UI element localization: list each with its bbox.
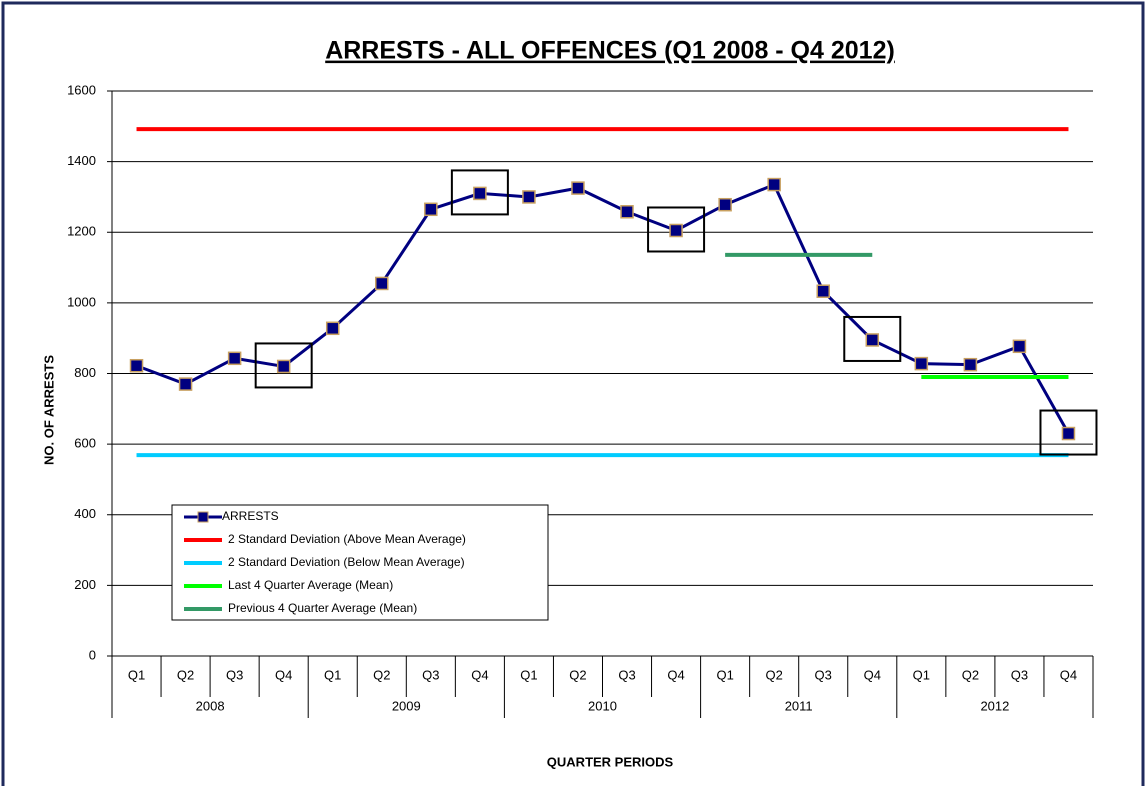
data-point [424,202,438,217]
data-point [1061,426,1076,441]
data-point [473,186,487,201]
y-tick-label: 400 [74,506,96,521]
y-tick-label: 0 [89,647,96,662]
year-label: 2011 [785,698,813,713]
legend-marker [197,511,209,523]
data-point [178,377,193,391]
year-label: 2012 [980,698,1009,713]
x-tick-label: Q1 [520,667,537,682]
x-tick-label: Q4 [667,667,684,682]
highlight-box [1039,409,1098,456]
highlight-box [254,342,313,389]
x-tick-label: Q2 [177,667,194,682]
data-point [963,357,978,372]
x-tick-label: Q2 [962,667,979,682]
legend-box [171,504,549,621]
x-tick-label: Q3 [226,667,243,682]
x-tick-label: Q3 [422,667,439,682]
data-point [375,276,389,291]
highlight-box [450,169,509,216]
highlight-box [647,206,706,253]
data-point [669,223,683,238]
legend-label: ARRESTS [222,509,279,523]
data-point [1012,339,1027,354]
x-tick-label: Q3 [1011,667,1028,682]
chart-title: ARRESTS - ALL OFFENCES (Q1 2008 - Q4 201… [325,37,895,65]
year-label: 2008 [196,698,225,713]
data-point [227,351,242,366]
data-point [718,197,732,212]
y-tick-label: 200 [74,577,96,592]
x-tick-label: Q2 [373,667,390,682]
highlight-box [843,315,902,362]
data-point [571,181,585,195]
legend-label: 2 Standard Deviation (Below Mean Average… [228,555,465,569]
data-point [865,333,880,347]
x-tick-label: Q1 [324,667,341,682]
data-point [620,205,634,219]
data-point [325,321,340,336]
y-tick-label: 1600 [67,82,96,97]
x-tick-label: Q4 [275,667,292,682]
x-tick-label: Q2 [766,667,783,682]
x-tick-label: Q2 [569,667,586,682]
data-point [767,177,781,192]
x-tick-label: Q4 [864,667,881,682]
x-tick-label: Q4 [471,667,488,682]
x-tick-label: Q1 [716,667,733,682]
data-point [129,358,144,373]
y-tick-label: 800 [74,365,96,380]
y-tick-label: 1400 [67,153,96,168]
year-label: 2010 [588,698,617,713]
x-tick-label: Q3 [815,667,832,682]
x-tick-label: Q4 [1060,667,1077,682]
data-point [816,284,830,298]
data-point [522,190,536,204]
legend-label: Previous 4 Quarter Average (Mean) [228,601,417,615]
y-tick-label: 600 [74,436,96,451]
x-tick-label: Q1 [128,667,145,682]
year-label: 2009 [392,698,421,713]
y-tick-label: 1000 [67,294,96,309]
legend-label: Last 4 Quarter Average (Mean) [228,578,393,592]
data-point [276,359,291,374]
data-line [135,182,1070,435]
data-point [914,356,929,371]
x-tick-label: Q1 [913,667,930,682]
x-axis-title: QUARTER PERIODS [547,754,674,769]
y-axis-title: NO. OF ARRESTS [41,355,56,465]
x-tick-label: Q3 [618,667,635,682]
y-tick-label: 1200 [67,224,96,239]
legend-label: 2 Standard Deviation (Above Mean Average… [228,532,466,546]
